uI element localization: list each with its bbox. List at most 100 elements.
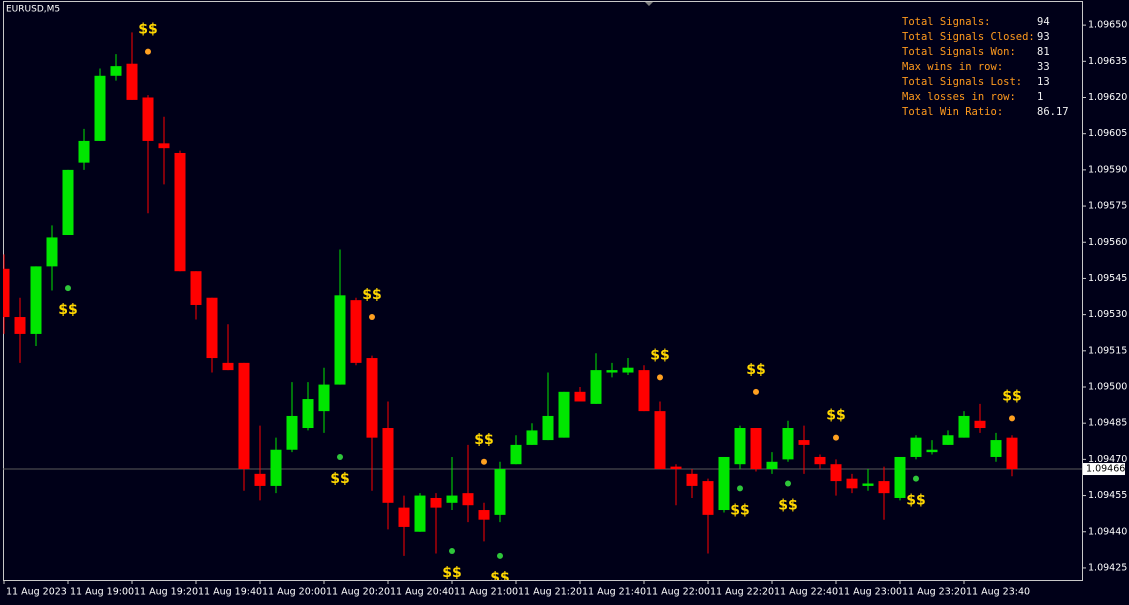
candle-body: [782, 428, 794, 460]
sell-signal: [1009, 415, 1015, 422]
candle-body: [478, 510, 490, 520]
candle-body: [590, 370, 602, 404]
y-tick-label: 1.09530: [1088, 309, 1127, 320]
buy-signal: [913, 475, 919, 482]
candle-body: [430, 497, 442, 508]
candle-body: [62, 169, 74, 236]
y-tick-label: 1.09425: [1088, 562, 1127, 573]
signal-label: $$: [58, 302, 77, 318]
signal-label: $$: [826, 408, 845, 424]
signal-label: $$: [650, 347, 669, 363]
candle-body: [510, 444, 522, 465]
y-tick-label: 1.09440: [1088, 526, 1127, 537]
x-tick-label: 11 Aug 21:20: [518, 587, 582, 598]
stat-label: Max losses in row:: [902, 91, 1016, 103]
stat-value: 93: [1037, 31, 1050, 43]
y-tick-label: 1.09605: [1088, 128, 1127, 139]
candle-body: [878, 481, 890, 494]
sell-signal: [753, 388, 759, 395]
sell-signal: [481, 458, 487, 465]
candle-body: [46, 237, 58, 267]
buy-signal: [785, 480, 791, 487]
y-tick-label: 1.09620: [1088, 92, 1127, 103]
candle-body: [814, 456, 826, 465]
current-price-label: 1.09466: [1086, 464, 1125, 475]
candle-body: [846, 478, 858, 489]
x-tick-label: 11 Aug 20:00: [262, 587, 326, 598]
candle-body: [526, 430, 538, 445]
x-tick-label: 11 Aug 22:00: [646, 587, 710, 598]
x-tick-label: 11 Aug 23:20: [902, 587, 966, 598]
stat-label: Total Signals Closed:: [902, 31, 1035, 43]
candle-body: [286, 415, 298, 450]
candle-body: [158, 143, 170, 149]
candle-body: [318, 384, 330, 412]
candle-body: [942, 435, 954, 445]
y-tick-label: 1.09470: [1088, 454, 1127, 465]
stat-value: 13: [1037, 76, 1050, 88]
candle-body: [542, 415, 554, 441]
candle-body: [302, 399, 314, 429]
candle-body: [558, 391, 570, 438]
x-tick-label: 11 Aug 20:20: [326, 587, 390, 598]
signal-label: $$: [778, 498, 797, 514]
candle-body: [1006, 437, 1018, 470]
candle-body: [798, 440, 810, 445]
stat-value: 81: [1037, 46, 1050, 58]
x-tick-label: 11 Aug 20:40: [390, 587, 454, 598]
stat-value: 86.17: [1037, 106, 1069, 118]
sell-signal: [657, 374, 663, 381]
sell-signal: [833, 434, 839, 441]
candle-body: [638, 370, 650, 412]
x-tick-label: 11 Aug 23:00: [838, 587, 902, 598]
candle-body: [142, 97, 154, 141]
buy-signal: [449, 548, 455, 555]
candle-body: [206, 297, 218, 359]
buy-signal: [337, 453, 343, 460]
stat-value: 33: [1037, 61, 1050, 73]
y-tick-label: 1.09545: [1088, 273, 1127, 284]
candle-body: [30, 266, 42, 334]
candle-body: [398, 507, 410, 527]
stat-label: Total Signals Lost:: [902, 76, 1022, 88]
candle-body: [462, 493, 474, 506]
buy-signal: [65, 285, 71, 292]
y-tick-label: 1.09575: [1088, 201, 1127, 212]
candle-body: [94, 75, 106, 141]
signal-label: $$: [138, 22, 157, 38]
candle-body: [958, 415, 970, 438]
signal-label: $$: [330, 471, 349, 487]
sell-signal: [145, 48, 151, 55]
signal-label: $$: [906, 493, 925, 509]
stat-label: Total Signals:: [902, 16, 991, 28]
shift-marker: [645, 2, 653, 6]
signal-label: $$: [442, 565, 461, 581]
candle-body: [622, 367, 634, 373]
y-tick-label: 1.09635: [1088, 56, 1127, 67]
candle-body: [574, 391, 586, 402]
signal-label: $$: [730, 502, 749, 518]
signal-label: $$: [362, 287, 381, 303]
candle-body: [686, 473, 698, 486]
candle-body: [974, 420, 986, 429]
candle-body: [270, 449, 282, 486]
candle-body: [670, 466, 682, 470]
candle-body: [366, 358, 378, 438]
candle-body: [750, 428, 762, 470]
candle-body: [606, 370, 618, 373]
buy-signal: [497, 552, 503, 559]
candle-body: [414, 495, 426, 532]
candle-body: [862, 483, 874, 486]
candle-body: [3, 268, 10, 318]
stat-label: Total Win Ratio:: [902, 106, 1003, 118]
x-tick-label: 11 Aug 23:40: [966, 587, 1030, 598]
signal-label: $$: [746, 362, 765, 378]
candle-body: [990, 440, 1002, 457]
signal-label: $$: [1002, 388, 1021, 404]
candle-body: [222, 362, 234, 371]
signal-label: $$: [474, 432, 493, 448]
candle-body: [350, 300, 362, 363]
y-tick-label: 1.09515: [1088, 345, 1127, 356]
candle-body: [126, 63, 138, 100]
